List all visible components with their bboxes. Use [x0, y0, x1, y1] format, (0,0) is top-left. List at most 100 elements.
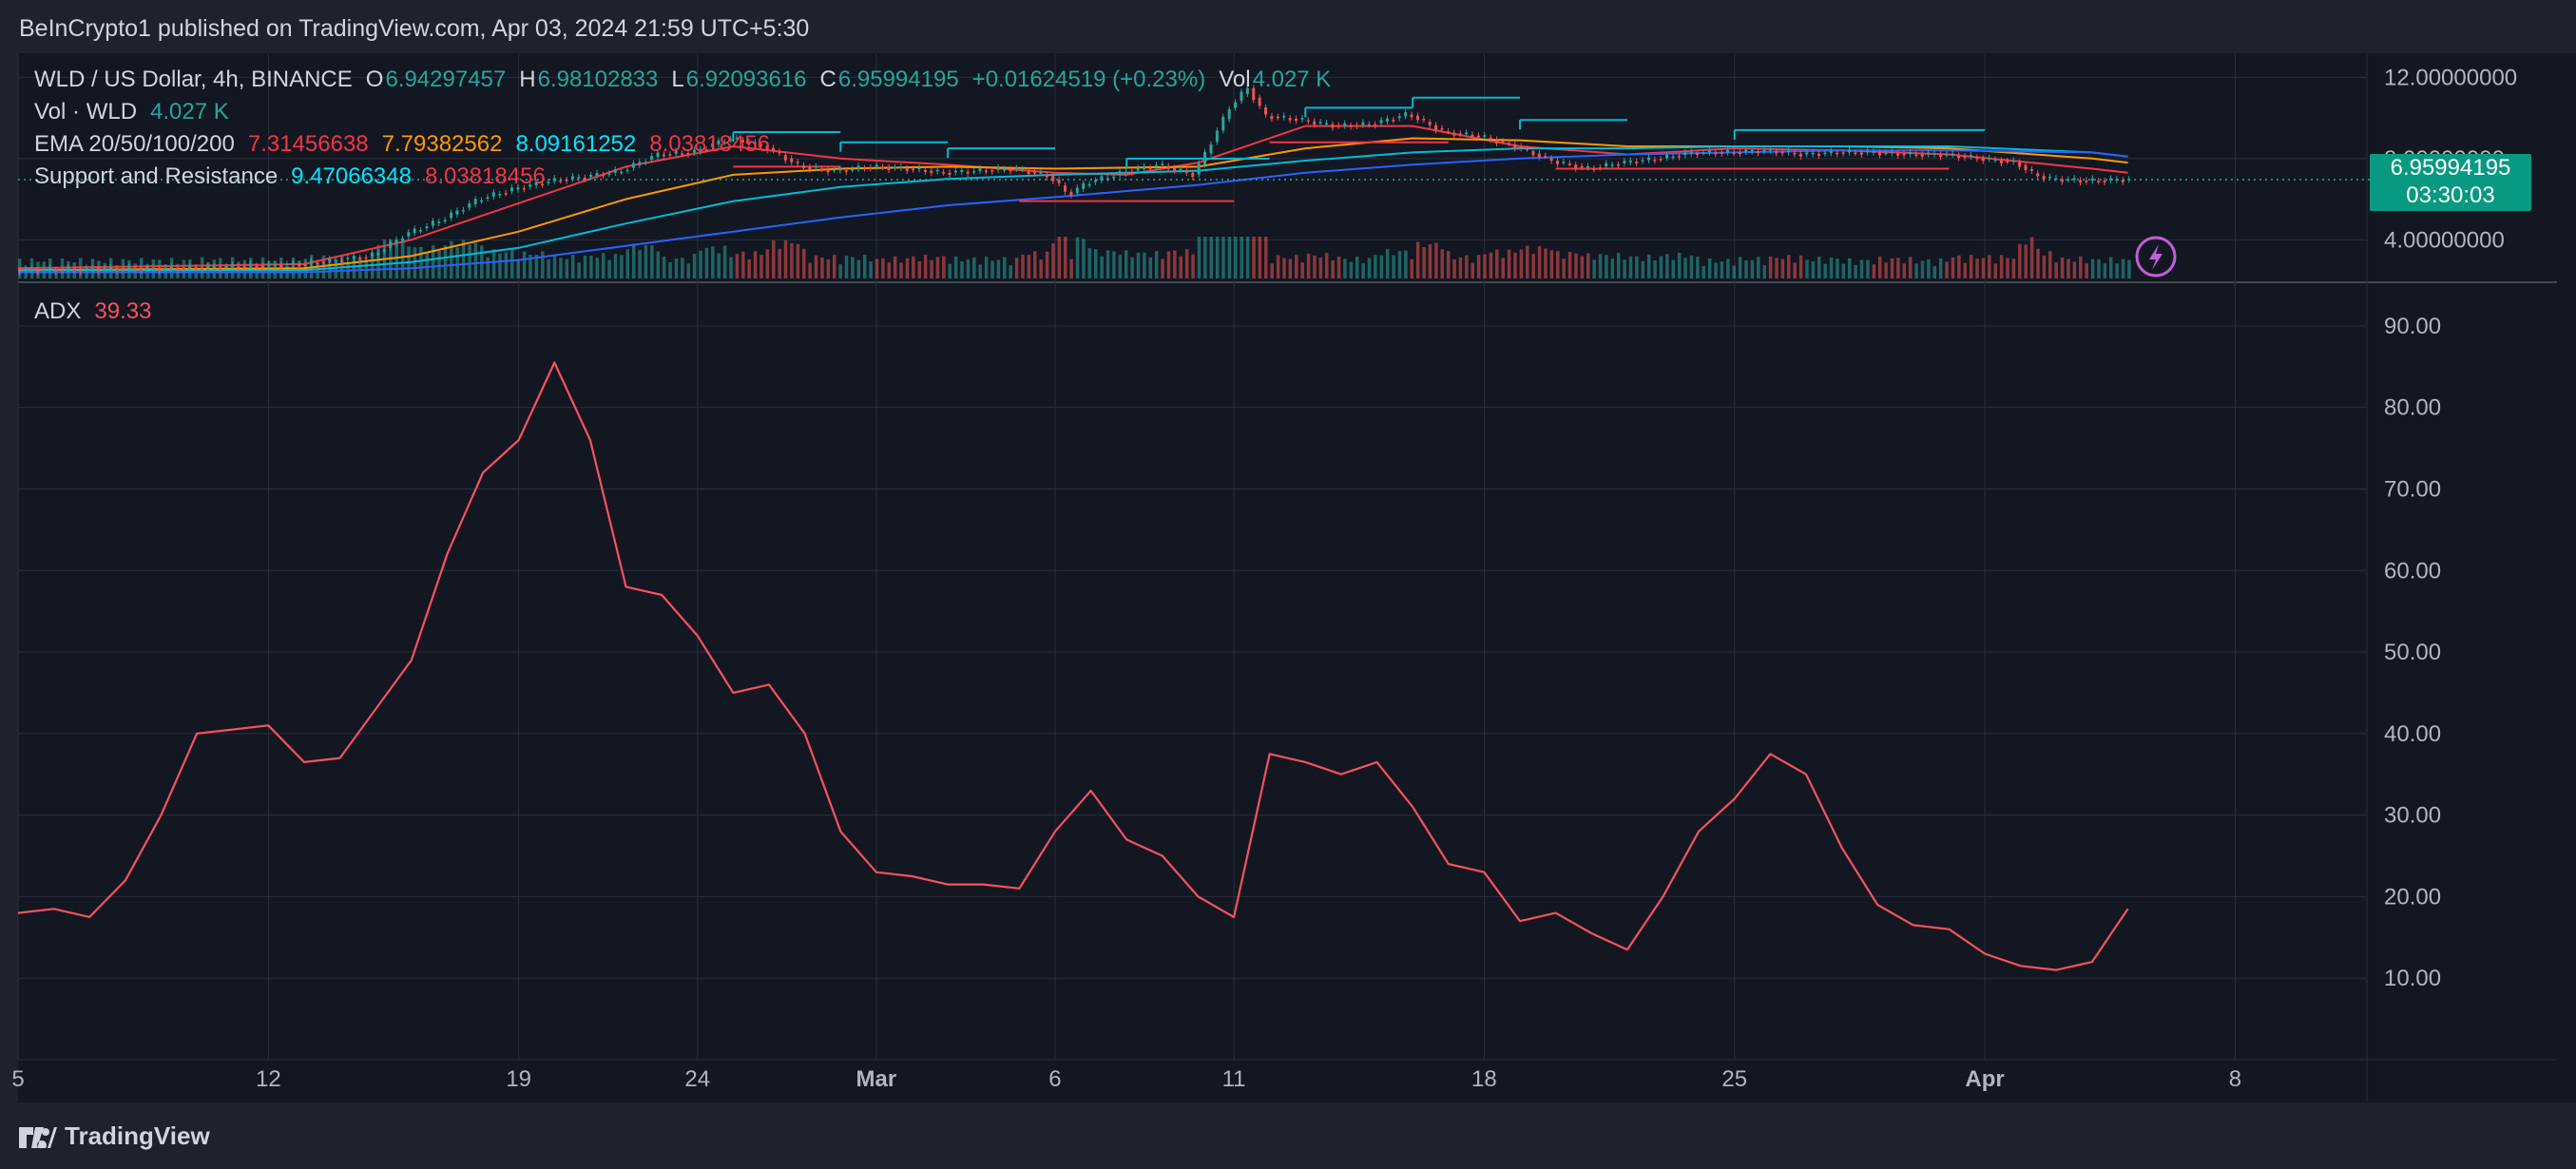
candle-body [67, 267, 70, 270]
candle-body [2103, 180, 2106, 182]
volume-bar [1932, 265, 1937, 278]
candle-body [468, 202, 471, 208]
candle-body [1148, 167, 1152, 169]
volume-bar [930, 259, 933, 278]
volume-bar [1179, 256, 1183, 278]
volume-bar [1295, 255, 1298, 278]
candle-body [237, 266, 240, 269]
candle-body [2097, 181, 2101, 182]
volume-bar [953, 256, 958, 278]
candle-body [115, 269, 119, 272]
volume-bar [2060, 257, 2065, 278]
candle-body [328, 259, 332, 262]
volume-bar [1914, 263, 1918, 278]
candle-body [935, 169, 939, 172]
candle-body [930, 170, 933, 174]
candle-body [1166, 165, 1170, 169]
close-value: 6.95994195 [837, 67, 959, 92]
volume-bar [681, 258, 684, 278]
brand[interactable]: TradingView [19, 1121, 210, 1151]
volume-bar [1859, 259, 1864, 278]
volume-bar [1841, 263, 1846, 278]
candle-body [735, 137, 739, 140]
candle-body [1203, 151, 1207, 165]
volume-bar [1665, 254, 1669, 278]
candle-body [1105, 178, 1109, 180]
candle-body [1757, 151, 1760, 154]
candle-body [407, 232, 411, 237]
candle-body [1641, 160, 1644, 162]
candle-body [826, 168, 830, 173]
candle-body [1306, 120, 1310, 122]
candle-body [601, 174, 605, 177]
volume-bar [1124, 250, 1128, 278]
adx-label[interactable]: ADX [34, 298, 82, 324]
candle-body [1836, 152, 1839, 155]
candle-body [589, 175, 593, 178]
volume-bar [1093, 249, 1098, 278]
volume-label[interactable]: Vol · WLD [34, 99, 138, 125]
candle-body [1811, 152, 1815, 155]
sr-label[interactable]: Support and Resistance [34, 163, 279, 189]
volume-bar [686, 263, 690, 278]
ema-label[interactable]: EMA 20/50/100/200 [34, 131, 235, 157]
volume-bar [437, 251, 441, 278]
volume-bar [1616, 252, 1621, 278]
candle-body [389, 241, 393, 248]
candle-body [1841, 152, 1845, 154]
candle-body [163, 267, 167, 270]
volume-bar [1549, 250, 1554, 278]
volume-bar [2042, 255, 2047, 278]
candle-body [1544, 156, 1548, 158]
candle-body [486, 197, 490, 199]
high-value: 6.98102833 [537, 67, 659, 92]
candle-body [480, 200, 484, 202]
volume-bar [1288, 259, 1293, 278]
volume-bar [923, 254, 928, 278]
candle-body [382, 249, 386, 252]
candle-body [1100, 176, 1104, 181]
candle-body [182, 268, 185, 270]
candle-body [1458, 133, 1462, 135]
candle-body [1033, 171, 1037, 174]
volume-bar [1082, 239, 1086, 278]
volume-bar [984, 257, 989, 278]
volume-bar [1689, 255, 1694, 278]
volume-bar [1610, 259, 1615, 278]
volume-bar [1252, 237, 1256, 278]
candle-body [1920, 154, 1924, 157]
volume-bar [1854, 264, 1857, 278]
volume-bar [1003, 257, 1007, 278]
candle-body [820, 168, 824, 170]
candle-body [625, 169, 629, 172]
candle-body [607, 173, 611, 175]
volume-bar [875, 259, 879, 278]
candle-body [1075, 187, 1079, 194]
candle-body [838, 168, 842, 171]
candle-body [1829, 150, 1833, 154]
volume-bar [1707, 258, 1712, 278]
candle-body [491, 192, 495, 197]
candle-body [1221, 116, 1225, 131]
candle-body [747, 141, 751, 145]
candle-body [1890, 151, 1894, 154]
candle-body [1313, 121, 1317, 125]
volume-bar [851, 257, 855, 278]
volume-bar [2048, 251, 2052, 278]
volume-bar [601, 253, 606, 278]
candle-body [1276, 116, 1279, 119]
candle-body [1336, 125, 1340, 127]
volume-bar [1775, 258, 1778, 278]
candle-body [2048, 176, 2052, 179]
candle-body [78, 269, 82, 272]
candle-body [644, 162, 647, 164]
volume-bar [1750, 259, 1755, 278]
volume-bar [1021, 254, 1025, 278]
candle-body [1567, 163, 1571, 165]
symbol-title[interactable]: WLD / US Dollar, 4h, BINANCE [34, 67, 353, 92]
candle-body [352, 256, 356, 259]
candle-body [942, 172, 946, 174]
volume-bar [704, 247, 709, 278]
candle-body [953, 170, 957, 173]
